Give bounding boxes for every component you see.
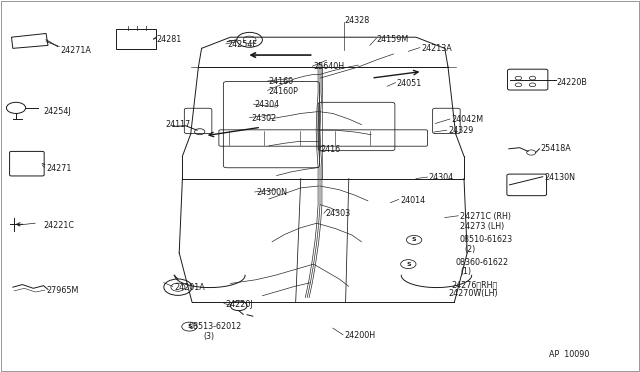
Text: 24304: 24304: [255, 100, 280, 109]
Text: 24254J: 24254J: [44, 107, 71, 116]
Text: 24271: 24271: [46, 164, 72, 173]
Text: 08360-61622: 08360-61622: [456, 258, 509, 267]
Text: 24201A: 24201A: [174, 283, 205, 292]
Text: 24273 (LH): 24273 (LH): [460, 222, 504, 231]
Text: 24159M: 24159M: [376, 35, 408, 44]
Text: S: S: [412, 237, 417, 243]
Text: 24300N: 24300N: [256, 188, 287, 197]
Text: 08513-62012: 08513-62012: [189, 322, 242, 331]
Text: 24160P: 24160P: [269, 87, 299, 96]
Text: 24220J: 24220J: [225, 300, 253, 309]
Text: 24130N: 24130N: [544, 173, 575, 182]
Text: 24014: 24014: [400, 196, 425, 205]
Text: 25418A: 25418A: [541, 144, 572, 153]
Text: S: S: [187, 324, 192, 329]
Text: (2): (2): [464, 245, 476, 254]
Text: 24220B: 24220B: [557, 78, 588, 87]
Text: 24304: 24304: [429, 173, 454, 182]
Text: 24329: 24329: [448, 126, 474, 135]
Text: 24281: 24281: [157, 35, 182, 44]
Text: 24302: 24302: [251, 114, 276, 123]
Text: 24270W(LH): 24270W(LH): [448, 289, 498, 298]
Text: S: S: [406, 262, 411, 267]
Text: 24254F: 24254F: [227, 40, 257, 49]
Text: AP  10090: AP 10090: [549, 350, 589, 359]
Text: 08510-61623: 08510-61623: [460, 235, 513, 244]
Text: 24303: 24303: [325, 209, 350, 218]
Text: 27965M: 27965M: [46, 286, 79, 295]
Text: 24160: 24160: [269, 77, 294, 86]
Text: 24051: 24051: [397, 79, 422, 88]
Text: 25640H: 25640H: [314, 62, 345, 71]
Text: 24276〈RH〉: 24276〈RH〉: [451, 280, 497, 289]
Text: (1): (1): [461, 267, 472, 276]
Text: 24213A: 24213A: [421, 44, 452, 53]
Text: 24221C: 24221C: [44, 221, 74, 230]
Text: 24200H: 24200H: [344, 331, 376, 340]
Text: 24117: 24117: [165, 120, 190, 129]
Text: 24271C (RH): 24271C (RH): [460, 212, 511, 221]
Text: 24271A: 24271A: [61, 46, 92, 55]
Text: (3): (3): [204, 332, 214, 341]
Text: 24328: 24328: [344, 16, 369, 25]
Text: 24042M: 24042M: [451, 115, 483, 124]
Text: 2416: 2416: [320, 145, 340, 154]
